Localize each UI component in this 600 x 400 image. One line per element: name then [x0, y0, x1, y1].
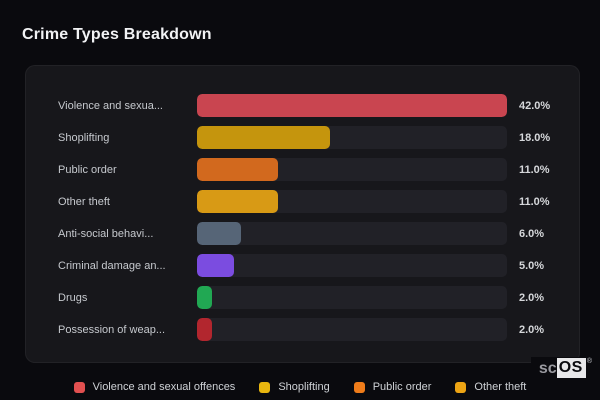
legend-label: Shoplifting	[278, 381, 330, 393]
legend-label: Public order	[372, 381, 432, 393]
bar[interactable]	[197, 126, 330, 149]
bar[interactable]	[197, 286, 212, 309]
chart-row: Other theft 11.0%	[58, 190, 579, 213]
value-label: 18.0%	[519, 131, 551, 144]
legend-swatch-icon	[455, 381, 467, 393]
page-title: Crime Types Breakdown	[22, 26, 212, 43]
value-label: 5.0%	[519, 259, 545, 272]
category-label: Criminal damage an...	[58, 259, 166, 272]
scos-logo: sc OS ®	[530, 357, 594, 380]
chart-row: Criminal damage an... 5.0%	[58, 254, 579, 277]
legend-label: Other theft	[474, 381, 527, 393]
bar-track	[197, 126, 507, 149]
value-label: 2.0%	[519, 291, 545, 304]
value-label: 42.0%	[519, 99, 551, 112]
bar[interactable]	[197, 158, 279, 181]
bar-track	[197, 222, 507, 245]
chart-row: Drugs 2.0%	[58, 286, 579, 309]
legend-swatch-icon	[353, 381, 365, 393]
bar-track	[197, 190, 507, 213]
chart-row: Shoplifting 18.0%	[58, 126, 579, 149]
bar[interactable]	[197, 94, 507, 117]
category-label: Public order	[58, 163, 117, 176]
bar[interactable]	[197, 222, 242, 245]
chart-legend: Violence and sexual offences Shoplifting P…	[0, 381, 600, 393]
chart-panel: Violence and sexua... 42.0% Shoplifting 18.…	[25, 65, 580, 363]
value-label: 11.0%	[519, 195, 550, 208]
category-label: Other theft	[58, 195, 110, 208]
chart-row: Violence and sexua... 42.0%	[58, 94, 579, 117]
value-label: 6.0%	[519, 227, 545, 240]
legend-item[interactable]: Public order	[353, 381, 432, 393]
bar-track	[197, 94, 507, 117]
value-label: 11.0%	[519, 163, 550, 176]
legend-label: Violence and sexual offences	[92, 381, 236, 393]
legend-item[interactable]: Other theft	[455, 381, 526, 393]
bar-track	[197, 254, 507, 277]
scos-logo-prefix: sc	[538, 360, 557, 377]
value-label: 2.0%	[519, 323, 545, 336]
category-label: Drugs	[58, 291, 88, 304]
legend-item[interactable]: Violence and sexual offences	[73, 381, 236, 393]
chart-row: Possession of weap... 2.0%	[58, 318, 579, 341]
category-label: Violence and sexua...	[58, 99, 163, 112]
registered-mark: ®	[586, 358, 592, 365]
bar[interactable]	[197, 190, 279, 213]
legend-swatch-icon	[259, 381, 271, 393]
category-label: Possession of weap...	[58, 323, 166, 336]
legend-item[interactable]: Shoplifting	[259, 381, 330, 393]
chart-row: Anti-social behavi... 6.0%	[58, 222, 579, 245]
scos-logo-box: OS	[556, 358, 586, 378]
legend-swatch-icon	[73, 381, 85, 393]
bar-track	[197, 286, 507, 309]
bar[interactable]	[197, 254, 234, 277]
bar-chart: Violence and sexua... 42.0% Shoplifting 18.…	[58, 94, 579, 341]
bar-track	[197, 318, 507, 341]
category-label: Anti-social behavi...	[58, 227, 154, 240]
chart-row: Public order 11.0%	[58, 158, 579, 181]
bar-track	[197, 158, 507, 181]
category-label: Shoplifting	[58, 131, 110, 144]
bar[interactable]	[197, 318, 212, 341]
